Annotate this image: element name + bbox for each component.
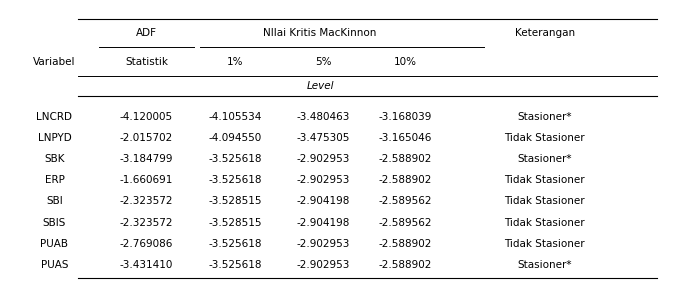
Text: -4.105534: -4.105534 bbox=[208, 112, 262, 122]
Text: -2.588902: -2.588902 bbox=[379, 175, 432, 185]
Text: -3.168039: -3.168039 bbox=[379, 112, 432, 122]
Text: Statistik: Statistik bbox=[125, 57, 168, 67]
Text: -4.094550: -4.094550 bbox=[208, 133, 262, 143]
Text: -2.902953: -2.902953 bbox=[297, 154, 350, 164]
Text: -2.902953: -2.902953 bbox=[297, 175, 350, 185]
Text: -2.323572: -2.323572 bbox=[120, 196, 173, 206]
Text: Tidak Stasioner: Tidak Stasioner bbox=[505, 218, 585, 228]
Text: Tidak Stasioner: Tidak Stasioner bbox=[505, 196, 585, 206]
Text: PUAB: PUAB bbox=[40, 239, 69, 249]
Text: -3.475305: -3.475305 bbox=[297, 133, 350, 143]
Text: LNPYD: LNPYD bbox=[37, 133, 72, 143]
Text: LNCRD: LNCRD bbox=[37, 112, 72, 122]
Text: -2.902953: -2.902953 bbox=[297, 239, 350, 249]
Text: Stasioner*: Stasioner* bbox=[518, 112, 572, 122]
Text: -2.015702: -2.015702 bbox=[120, 133, 173, 143]
Text: -3.525618: -3.525618 bbox=[208, 175, 262, 185]
Text: -4.120005: -4.120005 bbox=[120, 112, 173, 122]
Text: -2.902953: -2.902953 bbox=[297, 260, 350, 270]
Text: -2.588902: -2.588902 bbox=[379, 239, 432, 249]
Text: ADF: ADF bbox=[136, 28, 157, 38]
Text: Tidak Stasioner: Tidak Stasioner bbox=[505, 133, 585, 143]
Text: Stasioner*: Stasioner* bbox=[518, 154, 572, 164]
Text: -2.769086: -2.769086 bbox=[120, 239, 173, 249]
Text: -2.589562: -2.589562 bbox=[379, 218, 432, 228]
Text: Variabel: Variabel bbox=[33, 57, 76, 67]
Text: 1%: 1% bbox=[227, 57, 243, 67]
Text: SBIS: SBIS bbox=[43, 218, 66, 228]
Text: Keterangan: Keterangan bbox=[515, 28, 575, 38]
Text: -2.589562: -2.589562 bbox=[379, 196, 432, 206]
Text: -2.904198: -2.904198 bbox=[297, 196, 350, 206]
Text: -2.904198: -2.904198 bbox=[297, 218, 350, 228]
Text: -3.525618: -3.525618 bbox=[208, 154, 262, 164]
Text: ERP: ERP bbox=[44, 175, 65, 185]
Text: -2.588902: -2.588902 bbox=[379, 260, 432, 270]
Text: -3.431410: -3.431410 bbox=[120, 260, 173, 270]
Text: -3.528515: -3.528515 bbox=[208, 218, 262, 228]
Text: -3.525618: -3.525618 bbox=[208, 239, 262, 249]
Text: -3.528515: -3.528515 bbox=[208, 196, 262, 206]
Text: Stasioner*: Stasioner* bbox=[518, 260, 572, 270]
Text: Level: Level bbox=[306, 81, 334, 91]
Text: 5%: 5% bbox=[315, 57, 332, 67]
Text: PUAS: PUAS bbox=[41, 260, 68, 270]
Text: 10%: 10% bbox=[394, 57, 417, 67]
Text: -3.480463: -3.480463 bbox=[297, 112, 350, 122]
Text: SBI: SBI bbox=[46, 196, 63, 206]
Text: -1.660691: -1.660691 bbox=[120, 175, 173, 185]
Text: NIlai Kritis MacKinnon: NIlai Kritis MacKinnon bbox=[264, 28, 377, 38]
Text: Tidak Stasioner: Tidak Stasioner bbox=[505, 239, 585, 249]
Text: -3.184799: -3.184799 bbox=[120, 154, 173, 164]
Text: SBK: SBK bbox=[44, 154, 65, 164]
Text: -3.525618: -3.525618 bbox=[208, 260, 262, 270]
Text: -2.588902: -2.588902 bbox=[379, 154, 432, 164]
Text: -2.323572: -2.323572 bbox=[120, 218, 173, 228]
Text: -3.165046: -3.165046 bbox=[379, 133, 432, 143]
Text: Tidak Stasioner: Tidak Stasioner bbox=[505, 175, 585, 185]
